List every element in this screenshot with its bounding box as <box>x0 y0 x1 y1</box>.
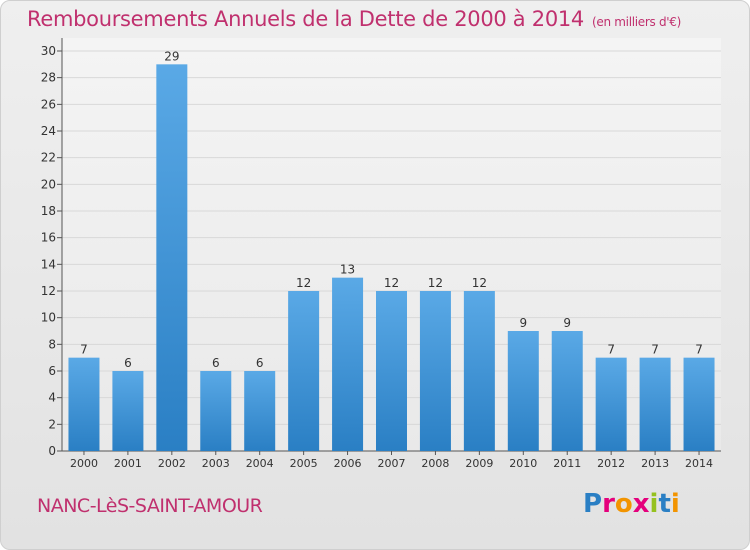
x-tick-label-2000: 2000 <box>70 457 98 470</box>
x-tick-label-2001: 2001 <box>114 457 142 470</box>
bar-2006 <box>332 277 364 451</box>
bars: 7 6 29 6 6 12 13 12 12 12 9 9 7 7 7 <box>68 49 715 452</box>
x-axis: 2000 2001 2002 2003 2004 2005 2006 2007 2008 2009… <box>70 451 713 470</box>
chart-title: Remboursements Annuels de la Dette de 20… <box>27 7 681 31</box>
bar-2008 <box>419 291 451 451</box>
y-tick-label: 16 <box>41 231 56 245</box>
x-tick-label-2011: 2011 <box>553 457 581 470</box>
data-label-2005: 12 <box>296 276 311 290</box>
y-tick-label: 30 <box>41 44 56 58</box>
x-tick-label-2008: 2008 <box>421 457 449 470</box>
data-label-2011: 9 <box>563 316 571 330</box>
data-label-2008: 12 <box>428 276 443 290</box>
data-label-2004: 6 <box>256 356 264 370</box>
bar-2011 <box>551 331 583 451</box>
bar-2003 <box>200 371 232 451</box>
x-tick-label-2005: 2005 <box>290 457 318 470</box>
y-tick-label: 20 <box>41 177 56 191</box>
y-tick-label: 26 <box>41 97 56 111</box>
x-tick-label-2013: 2013 <box>641 457 669 470</box>
data-label-2003: 6 <box>212 356 220 370</box>
bar-2000 <box>68 357 100 451</box>
bar-2014 <box>683 357 715 451</box>
x-tick-label-2004: 2004 <box>246 457 274 470</box>
y-tick-label: 2 <box>48 417 56 431</box>
bar-2013 <box>639 357 671 451</box>
x-tick-label-2002: 2002 <box>158 457 186 470</box>
y-tick-label: 4 <box>48 391 56 405</box>
x-tick-label-2006: 2006 <box>334 457 362 470</box>
y-tick-label: 18 <box>41 204 56 218</box>
bar-2009 <box>463 291 495 451</box>
x-tick-label-2012: 2012 <box>597 457 625 470</box>
chart-subtitle: (en milliers d'€) <box>592 15 682 29</box>
x-tick-label-2010: 2010 <box>509 457 537 470</box>
y-tick-label: 0 <box>48 444 56 458</box>
data-label-2007: 12 <box>384 276 399 290</box>
x-tick-label-2014: 2014 <box>685 457 713 470</box>
y-tick-label: 6 <box>48 364 56 378</box>
data-label-2001: 6 <box>124 356 132 370</box>
data-label-2009: 12 <box>472 276 487 290</box>
y-tick-label: 22 <box>41 151 56 165</box>
data-label-2014: 7 <box>695 343 703 357</box>
logo-text: Proxiti <box>583 489 680 519</box>
x-tick-label-2009: 2009 <box>465 457 493 470</box>
data-label-2006: 13 <box>340 263 355 277</box>
x-tick-label-2007: 2007 <box>378 457 406 470</box>
bar-2004 <box>244 371 276 451</box>
data-label-2010: 9 <box>519 316 527 330</box>
data-label-2002: 29 <box>164 49 179 63</box>
bar-2012 <box>595 357 627 451</box>
bar-2001 <box>112 371 144 451</box>
data-label-2013: 7 <box>651 343 659 357</box>
data-label-2012: 7 <box>607 343 615 357</box>
bar-2005 <box>288 291 320 451</box>
x-tick-label-2003: 2003 <box>202 457 230 470</box>
y-tick-label: 10 <box>41 311 56 325</box>
chart-title-text: Remboursements Annuels de la Dette de 20… <box>27 7 584 31</box>
bar-2010 <box>507 331 539 451</box>
y-tick-label: 28 <box>41 71 56 85</box>
data-label-2000: 7 <box>80 343 88 357</box>
commune-name: NANC-LèS-SAINT-AMOUR <box>37 495 263 517</box>
y-tick-label: 8 <box>48 337 56 351</box>
y-tick-label: 24 <box>41 124 56 138</box>
bar-2007 <box>376 291 407 451</box>
proxiti-logo[interactable]: Proxiti <box>583 489 680 519</box>
y-tick-label: 14 <box>41 257 56 271</box>
y-tick-label: 12 <box>41 284 56 298</box>
bar-2002 <box>156 64 188 452</box>
